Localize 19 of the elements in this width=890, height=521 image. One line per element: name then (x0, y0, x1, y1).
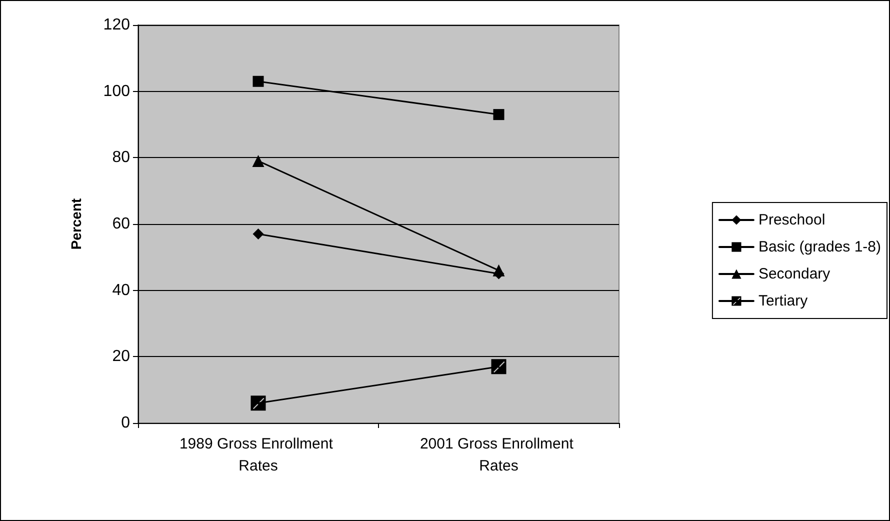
legend-label: Preschool (758, 212, 826, 228)
point (252, 228, 264, 240)
y-axis-title: Percent (68, 198, 84, 250)
y-tick-label: 40 (112, 282, 130, 299)
y-tick-label: 20 (112, 348, 130, 366)
x-tick-label: 1989 Gross Enrollment Rates (179, 436, 338, 474)
y-tick-label: 100 (103, 82, 130, 100)
point (491, 359, 506, 374)
legend-label: Tertiary (758, 292, 808, 310)
legend-label: Basic (grades 1-8) (758, 238, 882, 256)
y-tick-label: 120 (103, 16, 130, 34)
point (250, 396, 266, 411)
point (493, 109, 504, 120)
y-tick-label: 60 (112, 216, 130, 232)
y-tick-label: 0 (121, 414, 130, 432)
y-tick-label: 80 (112, 149, 130, 166)
x-tick-label: 2001 Gross Enrollment Rates (420, 436, 578, 474)
point (252, 76, 264, 87)
legend-label: Secondary (758, 266, 831, 282)
